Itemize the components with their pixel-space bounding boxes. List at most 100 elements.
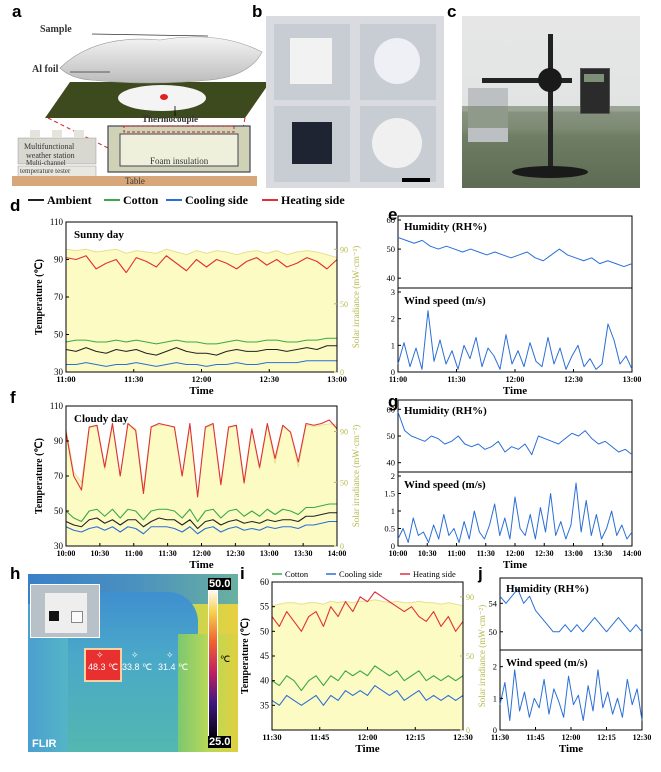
xtick-label-i-4: 12:30 xyxy=(453,732,473,742)
panel-title-d: Sunny day xyxy=(74,229,124,241)
legend-heating: Heating side xyxy=(281,193,345,207)
xtick-label-d-2: 12:00 xyxy=(192,374,212,384)
spot-marker-cool: ✧ xyxy=(166,650,174,660)
panel-label-d: d xyxy=(10,196,21,215)
panel-title-g2: Wind speed (m/s) xyxy=(404,479,486,491)
series-d-ambient xyxy=(65,345,337,356)
xtick-label-j2-0: 11:30 xyxy=(491,733,509,742)
legend-i-label-1: Cooling side xyxy=(339,569,382,579)
xtick-label-d-1: 11:30 xyxy=(124,374,143,384)
series-humidity-g xyxy=(397,411,633,456)
ytick-label-g2-2: 2 xyxy=(391,471,395,481)
ytick-label-e2-2: 2 xyxy=(391,314,395,324)
ytick-label-j2-2: 2 xyxy=(493,662,497,672)
xtick-label-g2-7: 13:30 xyxy=(593,549,612,558)
y2label-f: Solar irradiance (mW·cm⁻²) xyxy=(351,425,361,527)
xtick-label-f-7: 13:30 xyxy=(294,549,313,558)
xtick-label-j2-2: 12:00 xyxy=(562,733,581,742)
irradiance-area-d xyxy=(66,249,337,372)
ylabel-d: Temperature (℃) xyxy=(34,259,45,335)
xtick-label-e2-3: 12:30 xyxy=(564,375,583,384)
panel-title-f: Cloudy day xyxy=(74,413,129,425)
xtick-label-g2-3: 11:30 xyxy=(477,549,495,558)
xtick-label-d-0: 11:00 xyxy=(56,374,75,384)
y2tick-label-f-50: 50 xyxy=(340,478,348,487)
plot-frame-j xyxy=(499,577,643,731)
xtick-label-f-0: 10:00 xyxy=(57,549,76,558)
ytick-label-d-50: 50 xyxy=(54,330,64,340)
ytick-label-d-110: 110 xyxy=(50,217,64,227)
xtick-label-i-1: 11:45 xyxy=(310,732,329,742)
ytick-label-i-60: 60 xyxy=(260,577,270,587)
xlabel-j2: Time xyxy=(559,743,583,755)
panel-label-c: c xyxy=(447,2,457,21)
xtick-label-j2-4: 12:30 xyxy=(633,733,652,742)
y2label-i: Solar irradiance (mW·cm⁻²) xyxy=(477,605,487,707)
xtick-label-f-2: 11:00 xyxy=(125,549,143,558)
scale-max: 50.0 xyxy=(208,578,232,590)
ytick-label-g2-0: 0 xyxy=(391,541,395,551)
ytick-label-d-30: 30 xyxy=(54,367,64,377)
panel-label-f: f xyxy=(10,388,16,407)
series-i-heating-side xyxy=(271,591,464,632)
plot-frame-g xyxy=(397,399,633,547)
series-f-cotton xyxy=(65,503,337,523)
legend-cotton: Cotton xyxy=(123,193,159,207)
xtick-label-f-8: 14:00 xyxy=(328,549,347,558)
xtick-label-g2-1: 10:30 xyxy=(418,549,437,558)
inset-photo xyxy=(30,584,100,638)
legend-i-label-2: Heating side xyxy=(413,569,456,579)
panel-label-i: i xyxy=(240,564,245,583)
xtick-label-f-4: 12:00 xyxy=(192,549,211,558)
series-i-cotton xyxy=(271,665,464,692)
legend-ambient: Ambient xyxy=(47,193,92,207)
xlabel-d: Time xyxy=(189,385,213,397)
series-wind-g2 xyxy=(397,482,633,543)
series-f-cooling-side xyxy=(65,520,337,535)
label-al-foil: Al foil xyxy=(32,64,59,75)
series-f-heating-side xyxy=(65,419,338,498)
legend-i-label-0: Cotton xyxy=(285,569,309,579)
spot-label-hot: 48.3 ℃ xyxy=(88,662,119,672)
ytick-label-e2-0: 0 xyxy=(391,367,395,377)
label-weather-station-2: weather station xyxy=(26,151,75,160)
xtick-label-f-3: 11:30 xyxy=(159,549,177,558)
y2tick-label-i-0: 0 xyxy=(466,726,470,735)
panel-title-j2: Wind speed (m/s) xyxy=(506,657,588,669)
ytick-label-g2-0.5: 0.5 xyxy=(384,524,395,534)
xtick-label-j2-1: 11:45 xyxy=(526,733,544,742)
ytick-label-f-30: 30 xyxy=(54,541,64,551)
ytick-label-f-70: 70 xyxy=(54,471,64,481)
xtick-label-i-3: 12:15 xyxy=(405,732,425,742)
y2tick-label-f-90: 90 xyxy=(340,427,348,436)
ytick-label-g-50: 50 xyxy=(387,431,396,441)
y2tick-label-i-50: 50 xyxy=(466,652,474,661)
spot-marker-mid: ✧ xyxy=(131,650,139,660)
panel-title-e: Humidity (RH%) xyxy=(404,221,487,233)
spot-label-cool: 31.4 ℃ xyxy=(158,662,189,672)
ytick-label-g-60: 60 xyxy=(387,404,396,414)
label-sample: Sample xyxy=(40,24,72,35)
ytick-label-f-110: 110 xyxy=(50,401,64,411)
xtick-label-f-1: 10:30 xyxy=(91,549,110,558)
label-weather-station-1: Multifunctional xyxy=(24,142,75,151)
series-humidity-e xyxy=(397,236,633,268)
scale-bar xyxy=(402,178,430,182)
ytick-label-i-40: 40 xyxy=(260,676,270,686)
series-d-cooling-side xyxy=(66,360,337,367)
series-d-cotton xyxy=(65,337,337,345)
y2tick-label-d-50: 50 xyxy=(340,300,348,309)
ytick-label-i-45: 45 xyxy=(260,651,270,661)
xtick-label-j2-3: 12:15 xyxy=(597,733,616,742)
panel-title-e2: Wind speed (m/s) xyxy=(404,295,486,307)
xlabel-i: Time xyxy=(355,743,379,755)
series-humidity-j xyxy=(499,588,643,633)
ytick-label-i-55: 55 xyxy=(260,602,270,612)
xtick-label-e2-4: 13:00 xyxy=(623,375,642,384)
y2tick-label-i-90: 90 xyxy=(466,593,474,602)
ylabel-f: Temperature (℃) xyxy=(34,438,45,514)
scale-min: 25.0 xyxy=(208,736,232,748)
label-foam: Foam insulation xyxy=(150,156,209,166)
y2tick-label-d-0: 0 xyxy=(340,368,344,377)
ytick-label-e-40: 40 xyxy=(387,273,396,283)
